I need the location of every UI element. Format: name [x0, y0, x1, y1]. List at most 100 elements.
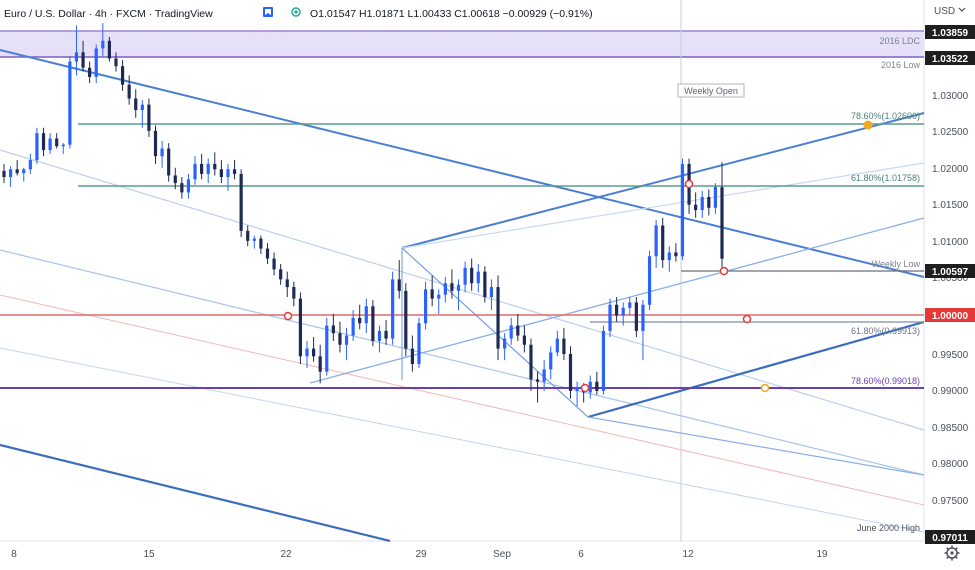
time-axis[interactable]	[0, 541, 924, 565]
candle	[720, 162, 724, 273]
candle-body	[516, 325, 520, 336]
marker-parity-1	[283, 311, 293, 321]
candle-body	[535, 379, 540, 382]
candle-body	[503, 338, 507, 349]
pitchfork-handle-line	[401, 247, 589, 418]
candle-body	[601, 330, 606, 391]
candle-body	[450, 283, 454, 291]
candle	[48, 133, 52, 154]
candle	[503, 333, 507, 361]
price-tag-weekly-low	[925, 264, 975, 278]
candle-body	[555, 338, 559, 353]
candle	[239, 169, 243, 238]
candle	[575, 381, 579, 407]
candle	[219, 160, 223, 184]
candle	[318, 344, 322, 384]
candle-body	[160, 148, 164, 157]
candle-body	[74, 52, 79, 62]
chevron-down-icon[interactable]	[958, 7, 966, 12]
x-tick-label: 29	[415, 549, 427, 560]
candle	[470, 258, 474, 291]
candle	[562, 327, 566, 361]
y-tick-label: 1.01000	[932, 237, 969, 248]
y-tick-label: 0.99500	[932, 350, 969, 361]
candle	[68, 56, 72, 149]
candle-body	[186, 179, 191, 193]
candle-body	[272, 258, 276, 270]
candle	[707, 189, 711, 216]
candle	[674, 243, 678, 262]
y-tick-label: 0.98500	[932, 423, 969, 434]
price-tag-text: 1.03859	[932, 28, 969, 39]
candle	[713, 183, 718, 214]
candle	[120, 60, 125, 91]
candle-body	[364, 306, 368, 324]
candle	[101, 23, 105, 57]
channel-light-line-3	[0, 347, 925, 533]
candle	[391, 271, 395, 345]
ohlc-readout: O1.01547 H1.01871 L1.00433 C1.00618 −0.0…	[310, 8, 593, 20]
candle	[661, 217, 665, 268]
candle	[15, 160, 19, 176]
candle	[516, 313, 520, 341]
y-tick-label: 0.97500	[932, 496, 969, 507]
candle	[88, 61, 92, 84]
candle-body	[15, 169, 19, 174]
candle-body	[213, 163, 217, 170]
x-tick-label: Sep	[493, 549, 511, 560]
candle-body	[588, 381, 592, 393]
label-2016-low: 2016 Low	[881, 60, 921, 70]
candle-body	[713, 187, 718, 208]
candle-body	[88, 67, 92, 77]
candle	[529, 338, 533, 391]
price-tag-parity	[925, 308, 975, 322]
candle-body	[305, 348, 309, 357]
candle	[134, 89, 138, 118]
candle	[423, 281, 428, 330]
candle-body	[628, 302, 632, 308]
candle	[377, 325, 382, 353]
descending-trendline-upper	[0, 49, 925, 278]
x-tick-label: 8	[11, 549, 17, 560]
candle	[647, 250, 652, 311]
candle-body	[101, 40, 105, 49]
candle-body	[707, 197, 711, 208]
price-axis[interactable]	[924, 0, 975, 565]
candle	[167, 143, 171, 182]
candle-body	[8, 169, 13, 177]
candle-body	[404, 290, 408, 349]
candle	[667, 246, 671, 272]
candle	[430, 275, 434, 307]
candle	[232, 160, 237, 180]
candle	[292, 281, 296, 307]
candle	[568, 346, 573, 399]
candle	[489, 279, 494, 311]
candle	[41, 127, 46, 157]
candle-body	[470, 267, 474, 284]
candle	[2, 163, 6, 184]
price-tag-2016-low	[925, 51, 975, 65]
candle	[305, 340, 309, 368]
candle	[694, 192, 698, 218]
candle-body	[575, 387, 579, 391]
marker-parity-2	[742, 314, 752, 324]
candle-body	[265, 248, 270, 259]
candle-body	[621, 307, 625, 316]
currency-label[interactable]: USD	[934, 6, 955, 17]
gear-icon[interactable]	[944, 545, 960, 561]
candle	[55, 133, 59, 149]
y-tick-label: 1.02000	[932, 164, 969, 175]
candle-body	[81, 52, 85, 68]
candle	[160, 140, 164, 168]
candle	[28, 153, 32, 174]
candle	[680, 158, 685, 261]
candle	[285, 271, 289, 298]
label-fib-61-lower: 61.80%(0.99913)	[851, 326, 920, 336]
candle	[404, 283, 408, 357]
candle-body	[55, 138, 59, 147]
marker-orange-lower	[760, 383, 770, 393]
candle-body	[35, 133, 39, 161]
candle-body	[483, 271, 487, 298]
candle-body	[720, 187, 724, 259]
